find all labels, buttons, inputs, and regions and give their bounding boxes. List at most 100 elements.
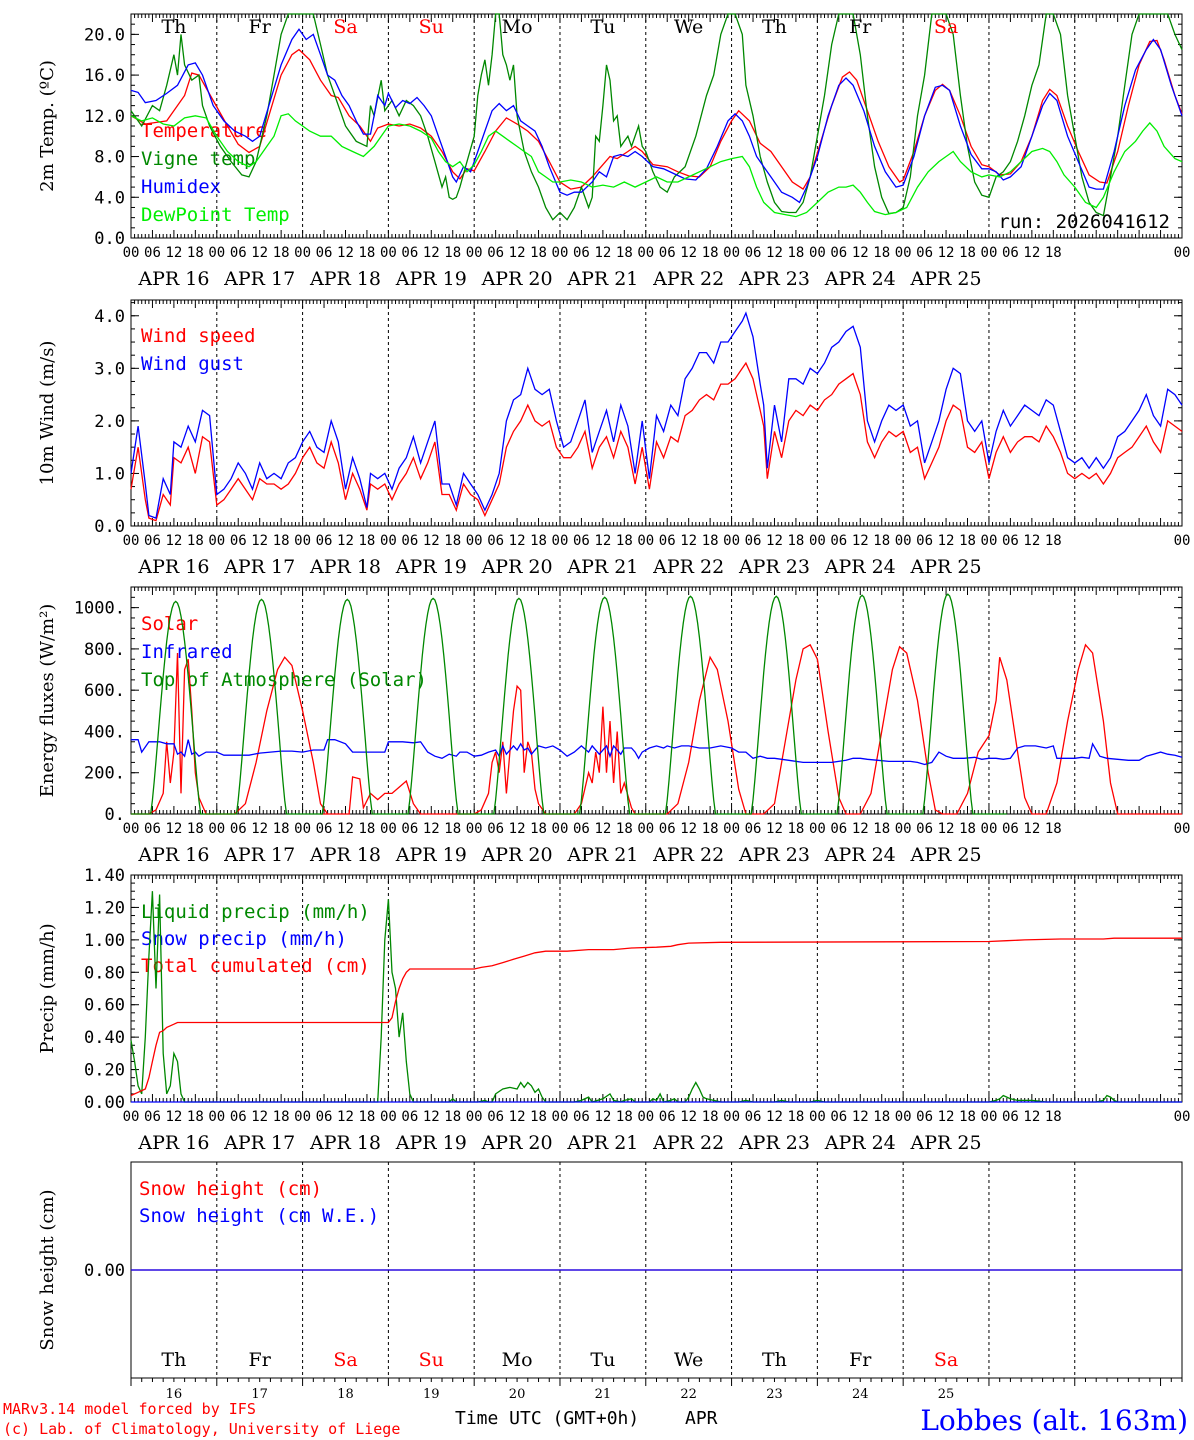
- y-tick-label: 0.0: [94, 229, 125, 249]
- energy-panel: Energy fluxes (W/m²) Solar Infrared Top …: [37, 586, 1183, 815]
- hour-tick-label: 12: [251, 821, 268, 837]
- weekday-label-bottom: Tu: [590, 1349, 615, 1371]
- hour-tick-label: 06: [830, 821, 847, 837]
- hour-tick-label: 06: [401, 245, 418, 261]
- hour-tick-label: 18: [273, 1109, 290, 1125]
- y-tick-label: 1.40: [84, 866, 125, 886]
- hour-tick-label: 00: [895, 245, 912, 261]
- y-tick-label: 0.: [105, 805, 125, 825]
- hour-tick-label: 12: [251, 1109, 268, 1125]
- hour-tick-label: 06: [487, 821, 504, 837]
- day-number-label: 16: [166, 1387, 183, 1402]
- hour-tick-label: 18: [444, 245, 461, 261]
- weekday-label-top: Tu: [590, 16, 615, 38]
- date-label: APR 25: [910, 844, 982, 866]
- y-tick-label: 0.0: [94, 517, 125, 537]
- hour-tick-label: 00: [981, 821, 998, 837]
- hour-tick-label: 00: [380, 821, 397, 837]
- y-tick-label: 200.: [84, 764, 125, 784]
- hour-tick-label: 18: [359, 245, 376, 261]
- hour-tick-label: 12: [1023, 1109, 1040, 1125]
- legend-dewpoint-temp: DewPoint Temp: [141, 204, 290, 226]
- hour-tick-label: 00: [895, 1109, 912, 1125]
- hour-tick-label: 06: [573, 1109, 590, 1125]
- hour-tick-label: 18: [530, 245, 547, 261]
- weekday-label-top: Mo: [502, 16, 533, 38]
- hour-tick-label: 06: [230, 245, 247, 261]
- hour-tick-label: 00: [637, 821, 654, 837]
- weekday-label-bottom: Sa: [934, 1349, 958, 1371]
- hour-tick-label: 00: [723, 245, 740, 261]
- date-label: APR 17: [223, 268, 295, 290]
- hour-tick-label: 18: [616, 1109, 633, 1125]
- date-label: APR 17: [223, 844, 295, 866]
- hour-tick-label: 12: [938, 1109, 955, 1125]
- hour-tick-label: 12: [852, 1109, 869, 1125]
- legend-wind-speed: Wind speed: [141, 325, 255, 347]
- hour-tick-label: 06: [745, 821, 762, 837]
- hour-tick-label: 12: [509, 821, 526, 837]
- hour-tick-label: 00: [723, 1109, 740, 1125]
- energy-axis-label: Energy fluxes (W/m²): [37, 604, 58, 798]
- weekday-label-top: Sa: [934, 16, 958, 38]
- hour-tick-label: 00: [123, 533, 140, 549]
- hour-tick-label: 06: [830, 245, 847, 261]
- hour-tick-label: 12: [509, 533, 526, 549]
- hour-tick-label: 12: [251, 533, 268, 549]
- y-tick-label: 400.: [84, 722, 125, 742]
- date-label: APR 20: [481, 1132, 553, 1154]
- date-label: APR 20: [481, 556, 553, 578]
- hour-tick-label: 06: [1002, 821, 1019, 837]
- precip-axis-label: Precip (mm/h): [37, 923, 58, 1053]
- hour-tick-label: 06: [1002, 245, 1019, 261]
- hour-tick-label: 18: [530, 1109, 547, 1125]
- date-label: APR 19: [395, 1132, 467, 1154]
- date-label: APR 25: [910, 556, 982, 578]
- hour-tick-label: 12: [766, 245, 783, 261]
- date-label: APR 19: [395, 556, 467, 578]
- total-cumulated-cm--line: [130, 937, 1182, 1097]
- hour-tick-label: 18: [787, 533, 804, 549]
- hour-tick-label: 12: [766, 1109, 783, 1125]
- wind-speed-line: [130, 361, 1183, 522]
- wind-panel: 10m Wind (m/s) Wind speed Wind gust: [37, 299, 1183, 527]
- hour-tick-label: 18: [1045, 533, 1062, 549]
- hour-tick-label: 12: [423, 245, 440, 261]
- lab-credit: (c) Lab. of Climatology, University of L…: [3, 1420, 400, 1438]
- hour-tick-label: 18: [616, 245, 633, 261]
- date-label: APR 23: [738, 268, 810, 290]
- hour-tick-label: 12: [1023, 821, 1040, 837]
- hour-tick-label: 12: [938, 533, 955, 549]
- hour-tick-label: 12: [680, 1109, 697, 1125]
- hour-tick-label: 18: [702, 1109, 719, 1125]
- hour-tick-label: 18: [702, 821, 719, 837]
- top-of-atmosphere-solar--line: [131, 593, 1007, 815]
- legend-wind-gust: Wind gust: [141, 353, 244, 375]
- hour-tick-label: 06: [487, 533, 504, 549]
- date-label: APR 22: [652, 268, 724, 290]
- hour-tick-label: 06: [916, 533, 933, 549]
- hour-tick-label: 06: [659, 533, 676, 549]
- date-label: APR 18: [309, 556, 381, 578]
- y-tick-label: 0.40: [84, 1028, 125, 1048]
- hour-tick-label: 18: [616, 821, 633, 837]
- hour-tick-label: 06: [659, 821, 676, 837]
- date-label: APR 19: [395, 268, 467, 290]
- run-label: run: 2026041612: [998, 211, 1170, 233]
- hour-tick-label: 12: [594, 533, 611, 549]
- y-tick-label: 12.0: [84, 107, 125, 127]
- date-label: APR 24: [824, 1132, 896, 1154]
- y-tick-label: 0.80: [84, 963, 125, 983]
- hour-tick-label: 00: [552, 1109, 569, 1125]
- weekday-label-bottom: Mo: [502, 1349, 533, 1371]
- hour-tick-label: 06: [230, 533, 247, 549]
- date-label: APR 21: [566, 268, 638, 290]
- weekday-label-bottom: Fr: [249, 1349, 272, 1371]
- weekday-label-bottom: Su: [419, 1349, 444, 1371]
- hour-tick-label: 18: [444, 1109, 461, 1125]
- hour-tick-label: 18: [787, 821, 804, 837]
- hour-tick-label: 00: [208, 245, 225, 261]
- hour-tick-label: 00: [208, 1109, 225, 1125]
- hour-tick-label: 00: [380, 245, 397, 261]
- date-label: APR 20: [481, 844, 553, 866]
